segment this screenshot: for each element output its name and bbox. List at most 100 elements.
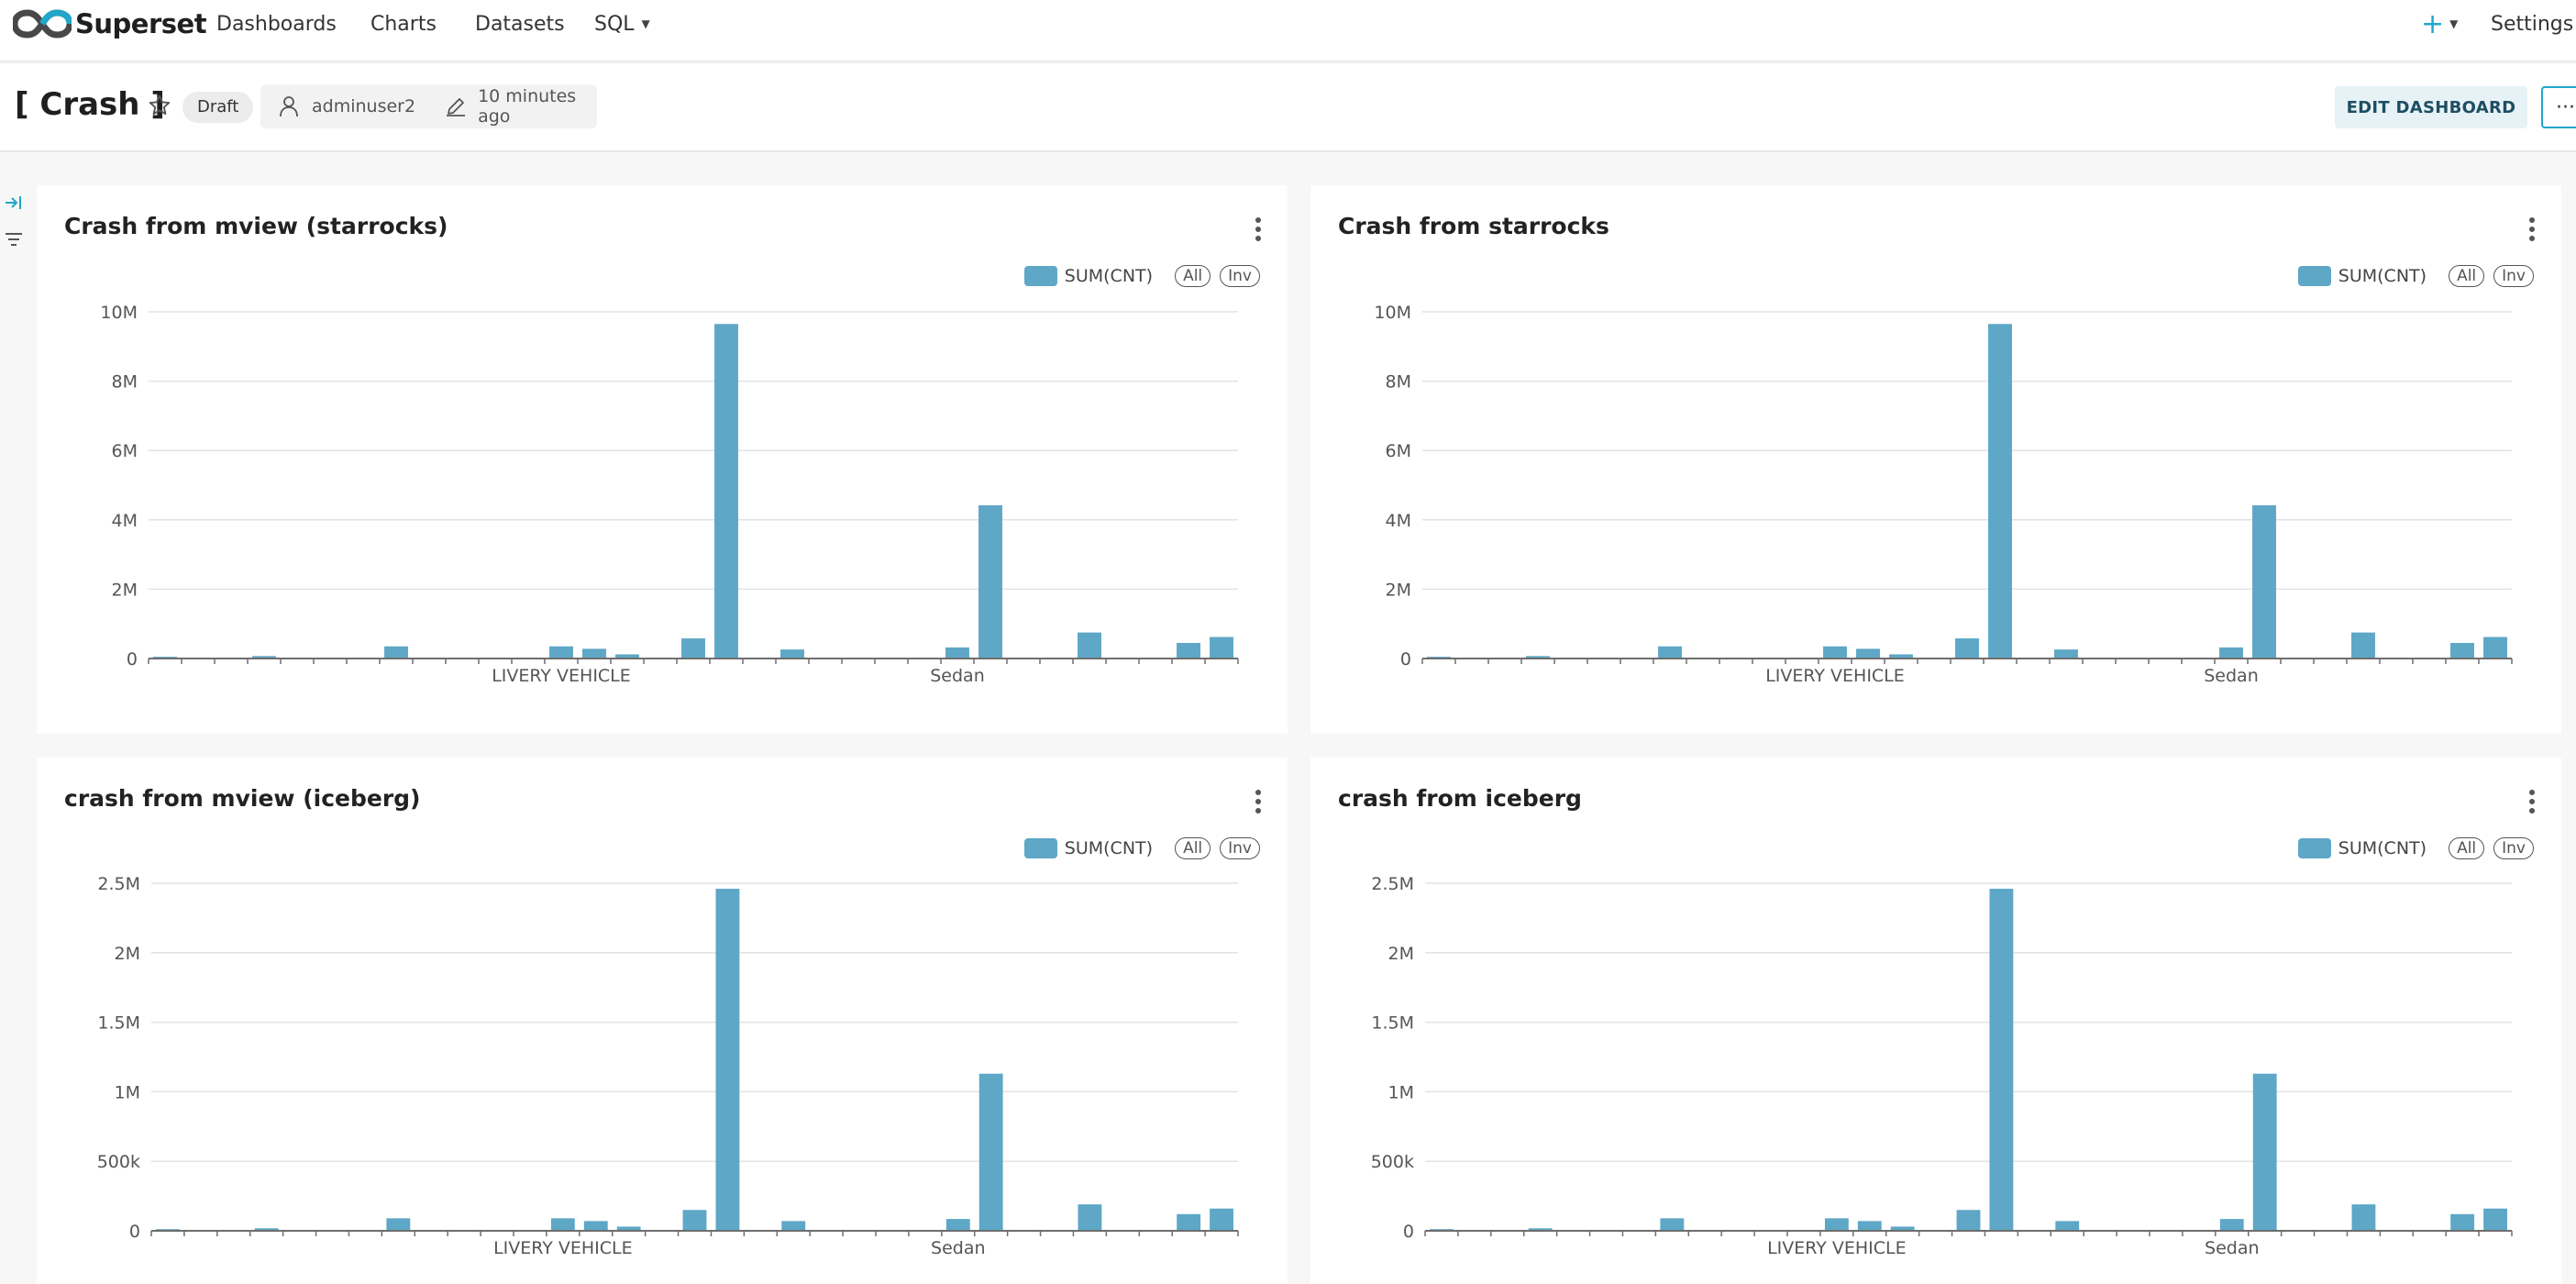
bar[interactable] (550, 1218, 575, 1231)
legend-inverse-button[interactable]: Inv (1220, 837, 1260, 859)
bar[interactable] (1857, 1221, 1882, 1231)
more-vertical-icon[interactable] (1255, 789, 1262, 814)
bar[interactable] (2351, 632, 2375, 659)
bar[interactable] (2483, 636, 2507, 659)
legend-label[interactable]: SUM(CNT) (2338, 838, 2427, 858)
bar[interactable] (549, 646, 573, 659)
bar[interactable] (1956, 1210, 1981, 1231)
chart-title[interactable]: Crash from mview (starrocks) (64, 213, 448, 239)
bar[interactable] (715, 889, 740, 1231)
edit-dashboard-button[interactable]: EDIT DASHBOARD (2335, 86, 2527, 128)
bar[interactable] (386, 1218, 411, 1231)
more-vertical-icon[interactable] (2528, 216, 2536, 242)
legend-swatch[interactable] (2297, 838, 2331, 858)
bar[interactable] (1989, 889, 2014, 1231)
x-tick-label: LIVERY VEHICLE (1765, 666, 1905, 686)
dashboard-title[interactable]: [ Crash ] (15, 86, 165, 123)
bar[interactable] (1955, 638, 1979, 659)
bar[interactable] (780, 649, 804, 659)
bar[interactable] (2450, 642, 2474, 659)
bar[interactable] (384, 646, 408, 659)
bar[interactable] (2450, 1213, 2475, 1231)
bar[interactable] (254, 1228, 279, 1231)
bar[interactable] (1823, 646, 1847, 659)
legend-inverse-button[interactable]: Inv (2493, 265, 2534, 287)
x-tick-label: LIVERY VEHICLE (493, 1238, 633, 1258)
legend-swatch[interactable] (1023, 838, 1057, 858)
nav-datasets[interactable]: Datasets (475, 0, 565, 48)
bar[interactable] (1078, 632, 1101, 659)
bar[interactable] (781, 1221, 806, 1231)
bar[interactable] (945, 647, 969, 659)
bar[interactable] (1177, 1213, 1201, 1231)
legend-all-button[interactable]: All (1175, 837, 1211, 859)
bar-series (1430, 889, 2507, 1231)
bar[interactable] (1890, 1226, 1915, 1231)
owner-name[interactable]: adminuser2 (312, 96, 416, 116)
bar[interactable] (2351, 1204, 2376, 1231)
bar[interactable] (978, 1073, 1003, 1231)
more-vertical-icon[interactable] (2528, 789, 2536, 814)
bar[interactable] (615, 654, 639, 659)
bar[interactable] (1660, 1218, 1685, 1231)
bar[interactable] (945, 1219, 970, 1231)
legend-label[interactable]: SUM(CNT) (2338, 266, 2427, 286)
bar[interactable] (1988, 324, 2012, 659)
bar[interactable] (681, 638, 705, 659)
legend-inverse-button[interactable]: Inv (2493, 837, 2534, 859)
legend-label[interactable]: SUM(CNT) (1064, 266, 1154, 286)
bar[interactable] (2219, 647, 2243, 659)
legend-label[interactable]: SUM(CNT) (1064, 838, 1154, 858)
bar[interactable] (1078, 1204, 1102, 1231)
status-badge[interactable]: Draft (182, 92, 254, 123)
more-options-button[interactable]: ··· (2541, 86, 2576, 128)
chart-title[interactable]: crash from iceberg (1338, 785, 1582, 812)
bar[interactable] (2054, 649, 2078, 659)
bar[interactable] (2252, 504, 2276, 659)
bar[interactable] (1210, 1208, 1233, 1231)
legend-swatch[interactable] (1023, 266, 1057, 286)
y-tick-label: 4M (112, 511, 138, 531)
bar[interactable] (2219, 1219, 2244, 1231)
bar[interactable] (714, 324, 738, 659)
legend-swatch[interactable] (2297, 266, 2331, 286)
legend-all-button[interactable]: All (1175, 265, 1211, 287)
bar[interactable] (2252, 1073, 2277, 1231)
bar[interactable] (583, 1221, 608, 1231)
filter-icon[interactable] (4, 229, 24, 249)
y-tick-label: 2M (1386, 580, 1411, 600)
bar[interactable] (1856, 648, 1880, 659)
bar[interactable] (582, 648, 606, 659)
bar[interactable] (2483, 1208, 2507, 1231)
nav-charts[interactable]: Charts (370, 0, 437, 48)
nav-dashboards[interactable]: Dashboards (216, 0, 337, 48)
bar[interactable] (1526, 656, 1550, 659)
bar[interactable] (616, 1226, 641, 1231)
bar[interactable] (682, 1210, 707, 1231)
brand-logo-link[interactable]: Superset (13, 0, 207, 48)
bar[interactable] (978, 504, 1002, 659)
bar[interactable] (1528, 1228, 1553, 1231)
chevron-down-icon: ▼ (2449, 17, 2459, 30)
chart-card: 0 500k 1M 1.5M 2M 2.5M LIVERY VEHICLE Sedan cra… (37, 758, 1288, 1284)
settings-menu[interactable]: Settings (2491, 0, 2573, 48)
new-item-menu[interactable]: + ▼ (2421, 0, 2458, 48)
bar[interactable] (1889, 654, 1913, 659)
chart-title[interactable]: Crash from starrocks (1338, 213, 1609, 239)
star-icon[interactable] (148, 94, 171, 117)
bar[interactable] (252, 656, 276, 659)
bar[interactable] (1658, 646, 1682, 659)
bar[interactable] (1177, 642, 1200, 659)
legend-all-button[interactable]: All (2449, 265, 2485, 287)
bar[interactable] (1210, 636, 1233, 659)
nav-sql-menu[interactable]: SQL ▼ (594, 0, 650, 48)
expand-filters-icon[interactable] (4, 193, 24, 213)
chart-title[interactable]: crash from mview (iceberg) (64, 785, 421, 812)
nav-datasets-label: Datasets (475, 12, 565, 36)
bar[interactable] (1824, 1218, 1849, 1231)
legend-all-button[interactable]: All (2449, 837, 2485, 859)
more-vertical-icon[interactable] (1255, 216, 1262, 242)
bar[interactable] (2055, 1221, 2080, 1231)
legend-inverse-button[interactable]: Inv (1220, 265, 1260, 287)
y-tick-label: 500k (1371, 1152, 1414, 1172)
